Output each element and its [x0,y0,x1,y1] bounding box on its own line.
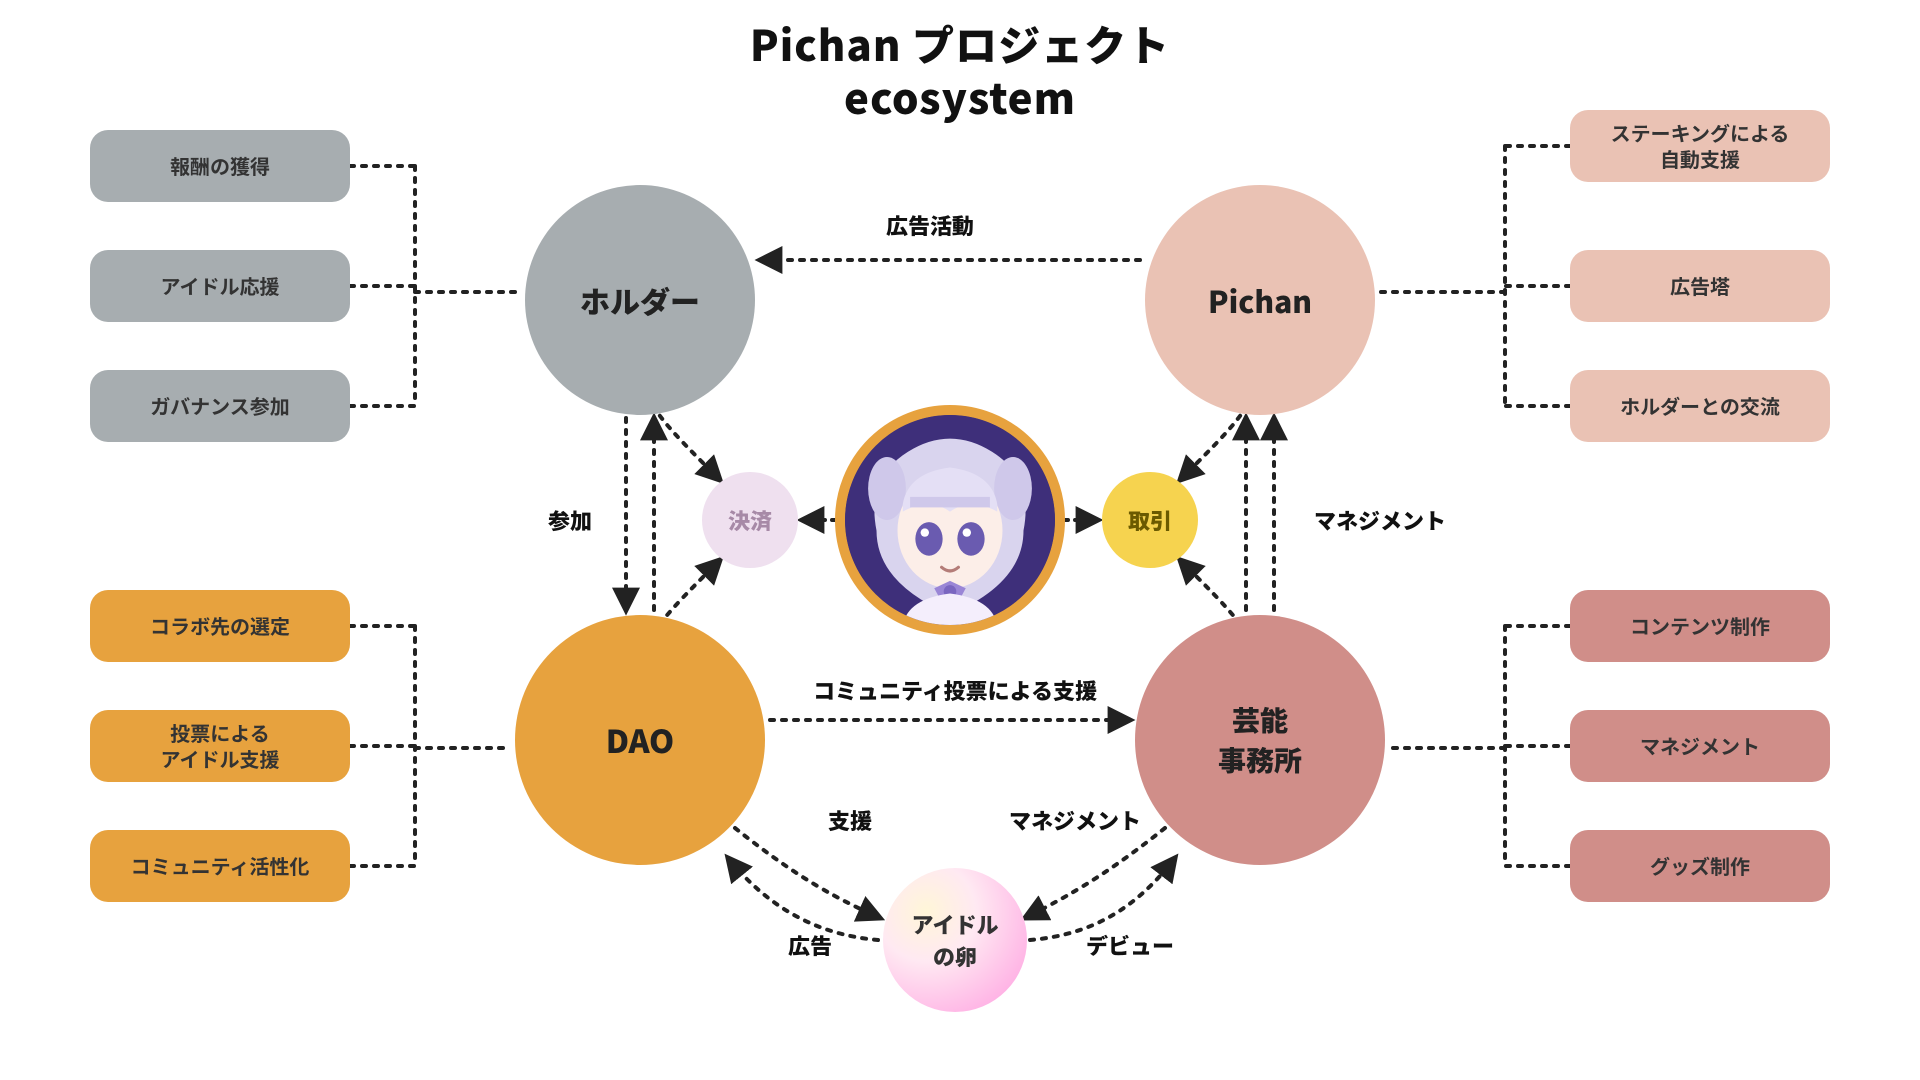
pill-item: アイドル応援 [90,250,350,322]
pill-item: コミュニティ活性化 [90,830,350,902]
pill-item: マネジメント [1570,710,1830,782]
agency-to-idol-a [1025,828,1165,918]
idol-to-dao-b [728,858,878,940]
node-pichan-label: Pichan [1208,278,1312,322]
pill-item: ガバナンス参加 [90,370,350,442]
pill-item: コンテンツ制作 [1570,590,1830,662]
node-agency-label: 芸能 事務所 [1218,700,1302,780]
edge-label: 支援 [828,804,872,836]
edge-label: 参加 [548,504,592,536]
edge-label: デビュー [1086,929,1174,961]
node-kessai-label: 決済 [728,504,772,536]
page-title: Pichan プロジェクト ecosystem [0,18,1920,123]
pill-item: 投票による アイドル支援 [90,710,350,782]
edge-label: 広告活動 [886,209,974,241]
node-dao-label: DAO [606,717,674,763]
pill-item: ホルダーとの交流 [1570,370,1830,442]
node-idol-egg-label: アイドル の卵 [912,908,999,972]
node-dao: DAO [515,615,765,865]
node-holder: ホルダー [525,185,755,415]
node-torihiki: 取引 [1102,472,1198,568]
idol-to-agency-b [1030,858,1175,940]
node-torihiki-label: 取引 [1128,504,1172,536]
edge-label: 広告 [788,929,832,961]
title-line2: ecosystem [844,66,1076,127]
diagram-stage: Pichan プロジェクト ecosystem ホルダー Pichan DAO … [0,0,1920,1080]
node-agency: 芸能 事務所 [1135,615,1385,865]
edge-label: マネジメント [1314,504,1446,536]
pill-item: 報酬の獲得 [90,130,350,202]
pill-item: グッズ制作 [1570,830,1830,902]
edge-label: マネジメント [1009,804,1141,836]
dao-to-idol-a [735,828,880,918]
node-holder-label: ホルダー [580,278,700,322]
node-kessai: 決済 [702,472,798,568]
node-idol-egg: アイドル の卵 [883,868,1027,1012]
edge-label: コミュニティ投票による支援 [813,674,1097,706]
pill-item: 広告塔 [1570,250,1830,322]
pill-item: コラボ先の選定 [90,590,350,662]
avatar-illustration [845,415,1055,625]
node-pichan: Pichan [1145,185,1375,415]
pill-item: ステーキングによる 自動支援 [1570,110,1830,182]
center-avatar [835,405,1065,635]
